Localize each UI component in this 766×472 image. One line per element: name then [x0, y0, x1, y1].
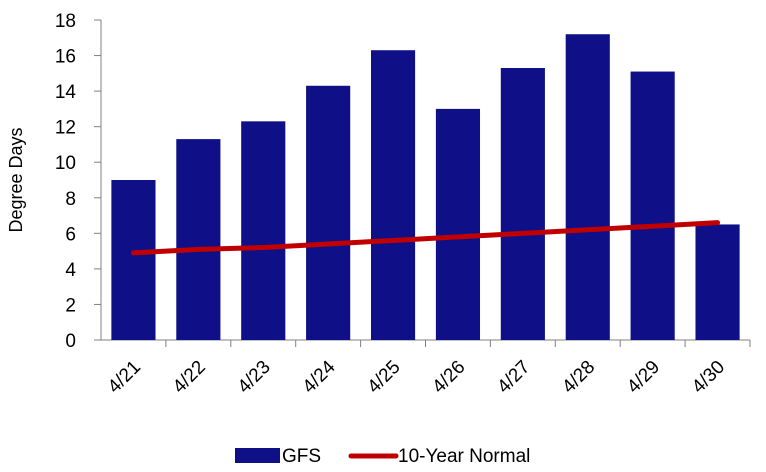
x-tick-label: 4/21 [104, 357, 145, 398]
bar-gfs [435, 108, 481, 340]
bar-gfs [695, 224, 740, 340]
bar-gfs [306, 85, 351, 341]
y-tick-label: 6 [65, 224, 76, 245]
x-tick-label: 4/29 [623, 357, 664, 398]
x-tick-label: 4/25 [364, 357, 405, 398]
y-tick-label: 8 [65, 189, 76, 210]
bar-gfs [111, 180, 156, 340]
x-tick-label: 4/26 [428, 357, 469, 398]
y-tick-label: 14 [55, 82, 77, 103]
bar-gfs [176, 139, 221, 340]
bar-gfs [370, 50, 416, 340]
legend-gfs-swatch [235, 448, 280, 463]
y-tick-label: 12 [55, 118, 76, 139]
y-axis-title: Degree Days [6, 127, 26, 232]
x-tick-label: 4/24 [299, 356, 340, 397]
legend-gfs-label: GFS [282, 446, 321, 467]
bar-gfs [565, 34, 610, 340]
y-tick-label: 10 [55, 153, 76, 174]
y-tick-label: 4 [65, 260, 76, 281]
x-tick-label: 4/27 [493, 357, 534, 398]
y-tick-label: 2 [65, 295, 76, 316]
bar-gfs [500, 68, 545, 340]
x-tick-label: 4/22 [169, 357, 210, 398]
line-10-year-normal [130, 220, 721, 256]
y-tick-label: 0 [65, 331, 76, 352]
legend: GFS 10-Year Normal [235, 446, 530, 467]
legend-normal-label: 10-Year Normal [398, 446, 530, 467]
x-tick-label: 4/30 [688, 357, 729, 398]
y-tick-label: 18 [55, 11, 76, 32]
plot-area: 0 2 4 6 8 10 12 14 16 18 4/21 4/22 4/23 4/24 4/25 4/26 4… [55, 11, 751, 398]
x-tick-label: 4/28 [558, 357, 599, 398]
bar-gfs [630, 71, 675, 341]
x-tick-label: 4/23 [234, 357, 275, 398]
bar-gfs [241, 121, 286, 340]
y-tick-label: 16 [55, 47, 76, 68]
